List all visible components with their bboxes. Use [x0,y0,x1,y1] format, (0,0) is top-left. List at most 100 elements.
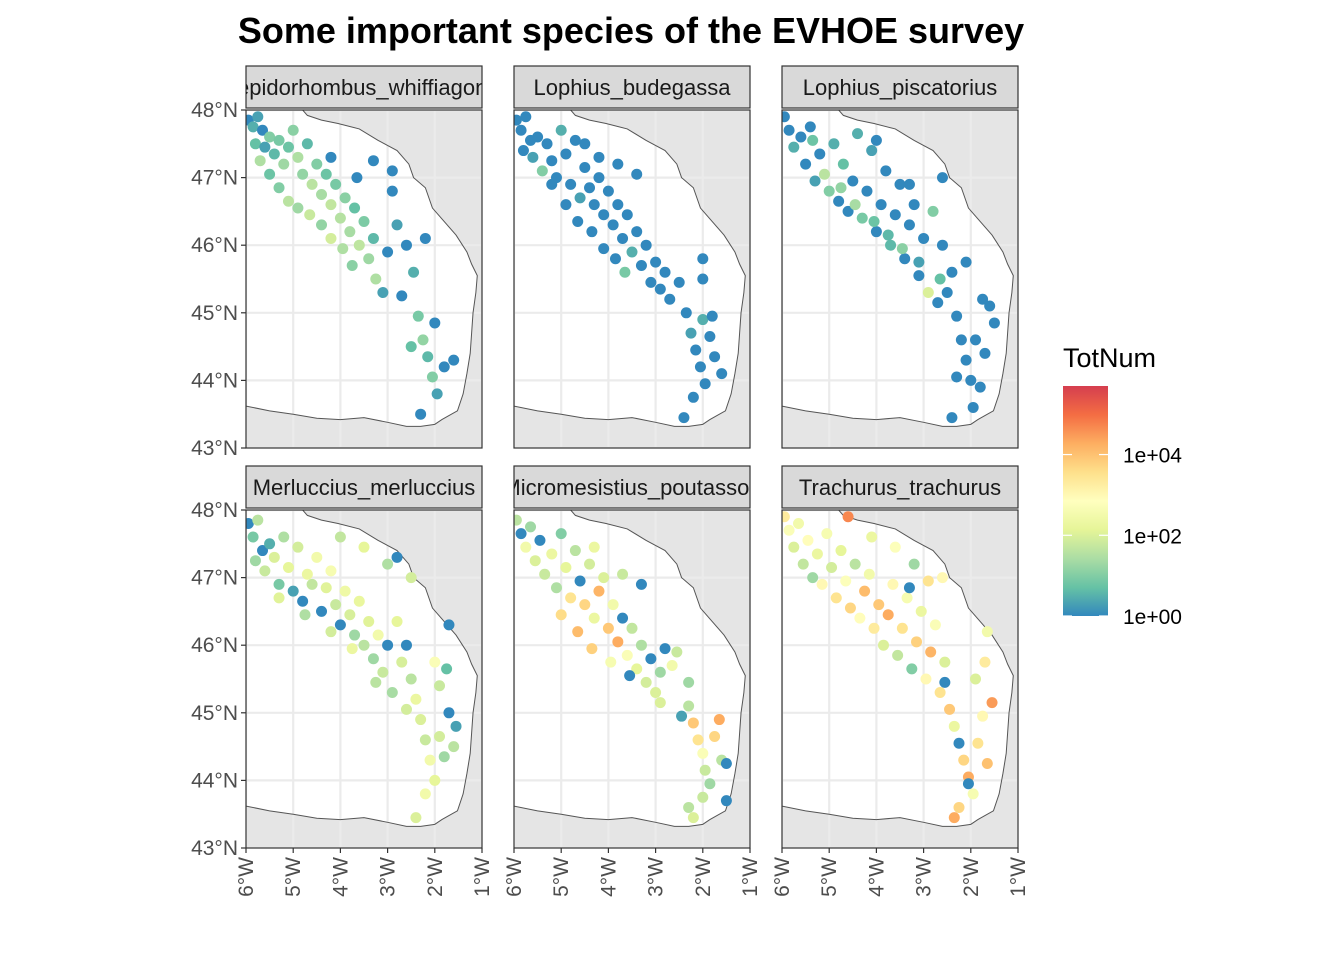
data-point [835,545,847,557]
data-point [410,693,422,705]
data-point [325,199,337,211]
data-point [720,795,732,807]
data-point [363,253,375,265]
data-point [783,124,795,136]
data-point [330,599,342,611]
data-point [788,541,800,553]
data-point [782,111,790,123]
data-point [925,646,937,658]
data-point [868,216,880,228]
y-tick-label: 43°N [191,837,238,860]
data-point [866,531,878,543]
data-point [588,199,600,211]
data-point [434,730,446,742]
data-point [377,287,389,299]
data-point [588,612,600,624]
data-point [953,801,965,813]
data-point [450,720,462,732]
data-point [334,531,346,543]
legend-title: TotNum [1063,343,1156,373]
data-point [960,256,972,268]
data-point [424,754,436,766]
data-point [514,514,522,526]
data-point [429,774,441,786]
data-point [410,812,422,824]
data-point [709,351,721,363]
data-point [565,592,577,604]
data-point [525,521,537,533]
data-point [438,361,450,373]
data-point [970,334,982,346]
data-point [426,371,438,383]
data-point [619,266,631,278]
data-point [816,578,828,590]
data-point [273,182,285,194]
data-point [541,138,553,150]
data-point [555,124,567,136]
data-point [278,531,290,543]
data-point [574,192,586,204]
data-point [970,673,982,685]
data-point [584,558,596,570]
data-point [683,700,695,712]
data-point [666,659,678,671]
data-point [802,534,814,546]
facet-trachurus-trachurus: Trachurus_trachurus 6°W 5°W 4°W 3°W 2°W 1°W [771,465,1030,897]
y-tick-label: 45°N [191,702,238,725]
facet-strip [513,65,751,109]
data-point [861,185,873,197]
data-point [320,582,332,594]
data-point [586,643,598,655]
y-tick-label: 43°N [191,437,238,460]
data-point [419,232,431,244]
data-point [941,287,953,299]
data-point [913,270,925,282]
facet-strip [245,465,483,509]
coastline [246,110,478,427]
data-point [946,266,958,278]
data-point [974,381,986,393]
data-point [429,317,441,329]
data-point [252,111,264,123]
data-point [882,229,894,241]
data-point [325,626,337,638]
data-point [299,609,311,621]
data-point [788,141,800,153]
x-tick-label: 3°W [377,857,400,897]
data-point [908,558,920,570]
data-point [621,209,633,221]
data-point [896,243,908,255]
facet-strip-label: Trachurus_trachurus [799,475,1001,500]
data-point [391,616,403,628]
data-point [793,518,805,530]
data-point [979,656,991,668]
y-tick-label: 45°N [191,302,238,325]
data-point [635,259,647,271]
data-point [699,378,711,390]
data-point [849,199,861,211]
facet-lophius-piscatorius: Lophius_piscatorius [781,65,1019,449]
data-point [807,572,819,584]
data-point [650,687,662,699]
data-point [273,134,285,146]
data-point [555,609,567,621]
data-point [249,555,261,567]
data-point [517,145,529,157]
x-tick-label: 2°W [692,857,715,897]
data-point [546,155,558,167]
data-point [811,548,823,560]
data-point [692,734,704,746]
y-tick-label: 48°N [191,99,238,122]
data-point [889,209,901,221]
colorbar-label: 1e+02 [1123,525,1182,548]
x-tick-label: 6°W [235,857,258,897]
data-point [842,511,854,523]
data-point [405,673,417,685]
data-point [367,653,379,665]
data-point [823,185,835,197]
data-point [635,578,647,590]
data-point [334,212,346,224]
data-point [529,555,541,567]
data-point [844,602,856,614]
legend: TotNum 1e+00 1e+02 1e+04 [1063,343,1182,629]
